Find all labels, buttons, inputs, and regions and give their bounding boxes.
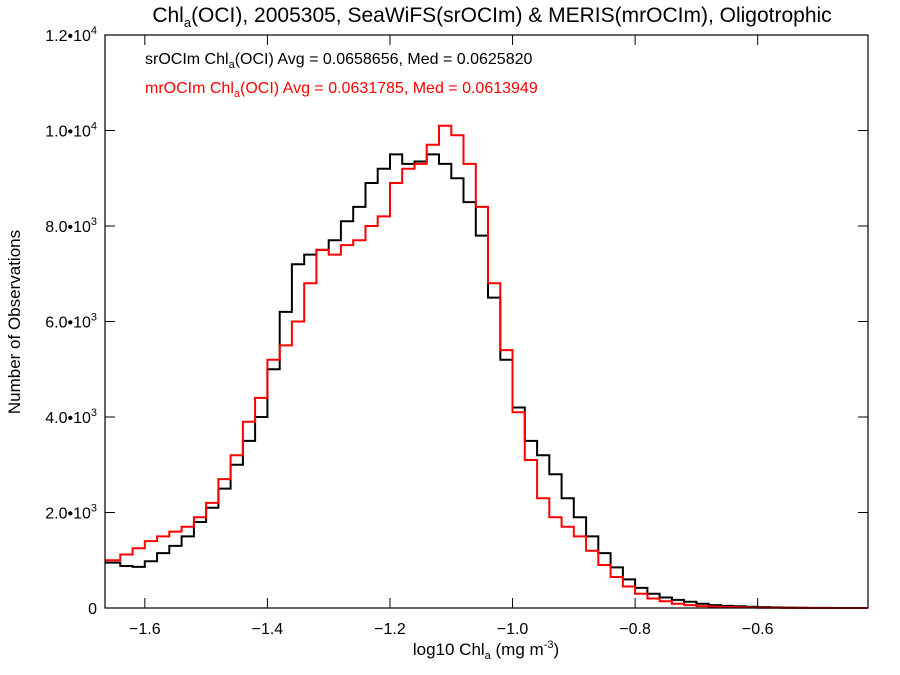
y-tick-label: 1.0•104 bbox=[45, 121, 97, 141]
legend-entry-mroclm: mrOCIm Chla(OCI) Avg = 0.0631785, Med = … bbox=[145, 80, 538, 100]
x-tick-label: −1.6 bbox=[129, 621, 161, 638]
legend-entry-sroclm: srOCIm Chla(OCI) Avg = 0.0658656, Med = … bbox=[145, 51, 532, 71]
y-tick-label: 0 bbox=[88, 601, 97, 618]
x-axis: −1.6 −1.4 −1.2 −1.0 −0.8 −0.6 bbox=[129, 35, 774, 638]
y-axis-title: Number of Observations bbox=[5, 230, 24, 414]
y-tick-label: 1.2•104 bbox=[45, 25, 97, 45]
chart-title: Chla(OCI), 2005305, SeaWiFS(srOCIm) & ME… bbox=[152, 4, 831, 30]
y-axis: 0 2.0•103 4.0•103 6.0•103 8.0•103 1.0•104 1.2•… bbox=[45, 25, 868, 618]
x-axis-title: log10 Chla (mg m-3) bbox=[413, 639, 559, 662]
x-tick-label: −1.0 bbox=[497, 621, 529, 638]
y-tick-label: 8.0•103 bbox=[45, 216, 97, 236]
x-tick-label: −0.8 bbox=[619, 621, 651, 638]
series-layer bbox=[105, 124, 868, 609]
x-tick-label: −1.4 bbox=[252, 621, 284, 638]
y-tick-label: 6.0•103 bbox=[45, 312, 97, 332]
y-tick-label: 4.0•103 bbox=[45, 407, 97, 427]
series-line-mrocim bbox=[105, 124, 868, 609]
x-tick-label: −1.2 bbox=[374, 621, 406, 638]
legend: srOCIm Chla(OCI) Avg = 0.0658656, Med = … bbox=[145, 51, 538, 100]
x-tick-label: −0.6 bbox=[742, 621, 774, 638]
y-tick-label: 2.0•103 bbox=[45, 503, 97, 523]
